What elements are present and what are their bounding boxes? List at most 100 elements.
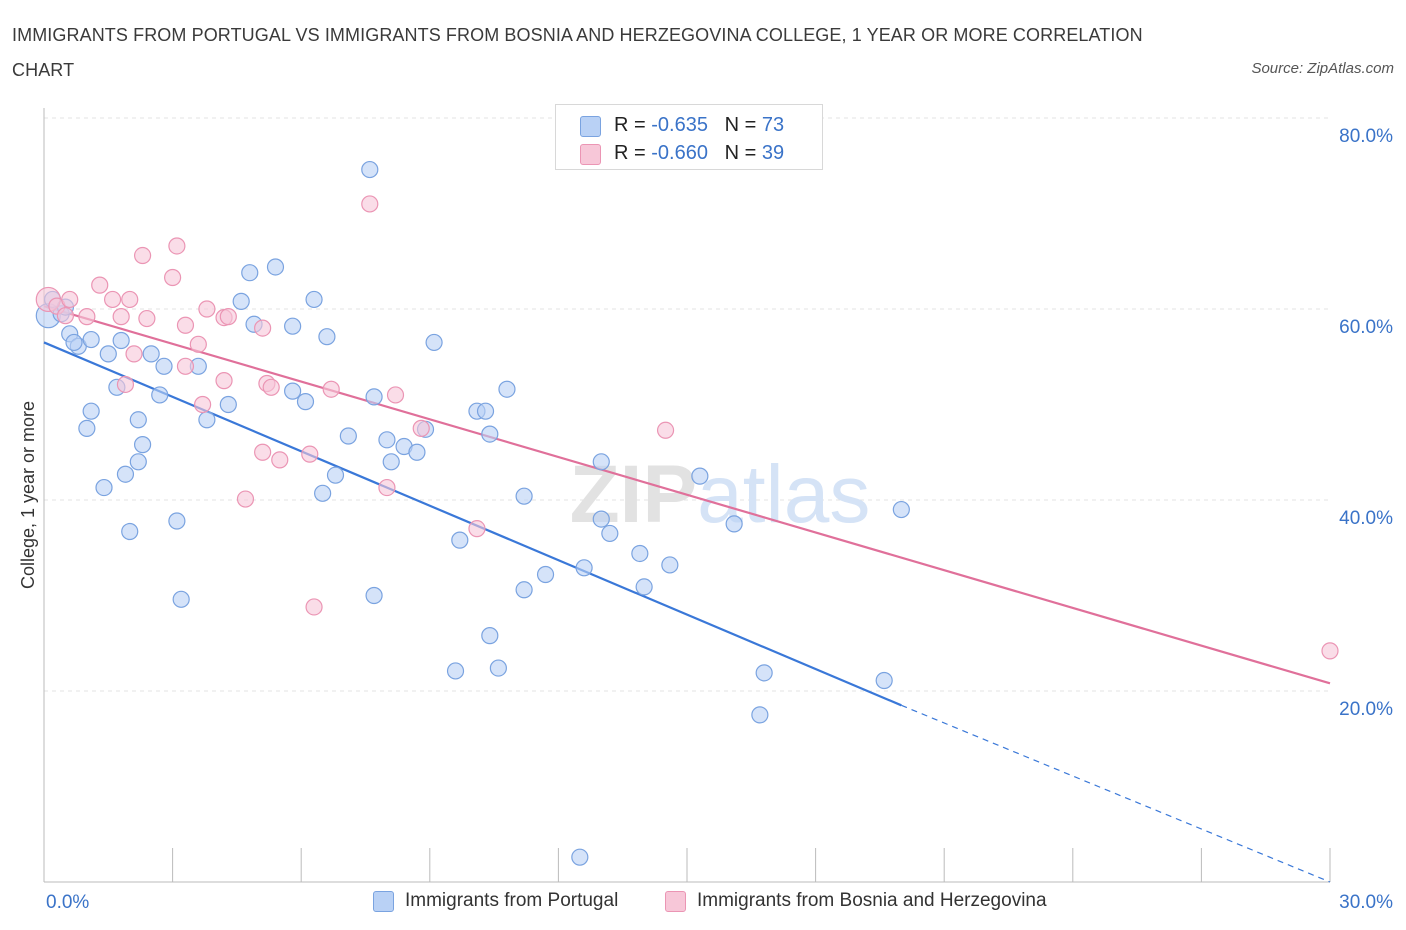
bosnia-point <box>236 490 255 508</box>
portugal-point <box>284 317 302 335</box>
bosnia-point <box>412 419 430 437</box>
portugal-point <box>155 357 173 375</box>
r-label: R = <box>614 142 652 164</box>
portugal-point <box>515 487 533 505</box>
bosnia-point <box>121 290 139 309</box>
portugal-point <box>314 484 332 502</box>
bosnia-point <box>116 375 135 394</box>
portugal-point <box>266 258 285 276</box>
bosnia-point <box>215 372 233 390</box>
n-label: N = <box>724 114 762 136</box>
portugal-point <box>305 290 323 309</box>
bosnia-point <box>656 421 675 439</box>
r-value: -0.660 <box>651 142 708 164</box>
portugal-point <box>536 565 555 584</box>
portugal-point <box>575 559 593 577</box>
portugal-point <box>378 431 396 449</box>
bosnia-point <box>254 443 272 461</box>
bosnia-point <box>219 308 237 326</box>
x-tick-label: 30.0% <box>1339 892 1393 913</box>
bosnia-point <box>56 307 75 325</box>
portugal-trend-extension <box>901 704 1331 883</box>
bosnia-point <box>262 378 280 396</box>
legend-label: Immigrants from Bosnia and Herzegovina <box>697 890 1047 911</box>
legend-stats: R = -0.635 N = 73 <box>614 114 784 137</box>
portugal-point <box>481 627 499 645</box>
portugal-point <box>725 515 743 533</box>
portugal-point <box>121 522 139 541</box>
portugal-point <box>408 443 426 461</box>
bosnia-point <box>361 195 379 213</box>
portugal-point <box>318 328 336 346</box>
bosnia-point <box>301 445 319 463</box>
bosnia-point <box>91 276 109 294</box>
portugal-legend-swatch <box>373 891 394 912</box>
portugal-point <box>129 411 147 429</box>
portugal-point <box>515 581 533 599</box>
portugal-point <box>481 425 499 443</box>
bosnia-point <box>138 309 156 328</box>
correlation-legend: R = -0.635 N = 73 R = -0.660 N = 39 <box>555 104 823 170</box>
bosnia-point <box>112 308 130 326</box>
portugal-point <box>112 331 130 350</box>
r-value: -0.635 <box>651 114 708 136</box>
bosnia-trend-line <box>43 305 1331 685</box>
portugal-point <box>82 330 100 349</box>
portugal-point <box>65 333 83 352</box>
r-label: R = <box>614 114 652 136</box>
portugal-point <box>592 510 610 528</box>
bosnia-point <box>176 357 195 375</box>
bosnia-point <box>189 335 207 353</box>
bosnia-point <box>271 451 289 469</box>
bosnia-point <box>386 386 405 404</box>
portugal-swatch <box>580 116 601 137</box>
portugal-point <box>326 466 345 484</box>
bosnia-point <box>103 290 122 309</box>
y-tick-label: 80.0% <box>1339 126 1393 147</box>
portugal-point <box>365 388 383 406</box>
portugal-point <box>691 467 709 485</box>
bosnia-point <box>1321 642 1339 660</box>
portugal-point <box>95 478 113 497</box>
portugal-point <box>284 382 302 400</box>
portugal-point <box>601 524 619 543</box>
bosnia-point <box>164 268 182 287</box>
portugal-point <box>635 578 653 596</box>
bosnia-point <box>305 598 323 616</box>
bosnia-legend-swatch <box>665 891 686 912</box>
portugal-point <box>446 662 465 680</box>
portugal-point <box>116 465 135 483</box>
bosnia-swatch <box>580 144 601 165</box>
portugal-point <box>755 664 773 682</box>
axes <box>43 108 1331 883</box>
portugal-point <box>476 402 495 420</box>
data-points <box>35 160 1339 866</box>
portugal-point <box>571 848 589 866</box>
bosnia-point <box>133 246 152 265</box>
trend-lines <box>43 305 1331 883</box>
portugal-point <box>661 556 679 574</box>
portugal-point <box>82 402 100 420</box>
legend-label: Immigrants from Portugal <box>405 890 619 911</box>
n-label: N = <box>724 142 762 164</box>
x-tick-label: 0.0% <box>46 892 89 913</box>
portugal-point <box>498 380 516 398</box>
portugal-point <box>99 345 117 363</box>
legend-stats: R = -0.660 N = 39 <box>614 142 784 165</box>
bosnia-point <box>322 380 340 398</box>
portugal-point <box>892 500 910 519</box>
portugal-point <box>875 671 893 690</box>
bosnia-point <box>468 520 486 538</box>
portugal-point <box>198 411 216 429</box>
y-tick-label: 40.0% <box>1339 508 1393 529</box>
portugal-point <box>631 544 649 563</box>
portugal-point <box>129 453 147 471</box>
portugal-point <box>425 333 443 352</box>
y-tick-label: 60.0% <box>1339 317 1393 338</box>
portugal-point <box>489 659 507 677</box>
bosnia-point <box>176 316 195 334</box>
portugal-point <box>751 706 769 724</box>
y-axis-label: College, 1 year or more <box>18 401 38 589</box>
bosnia-point <box>194 395 212 414</box>
